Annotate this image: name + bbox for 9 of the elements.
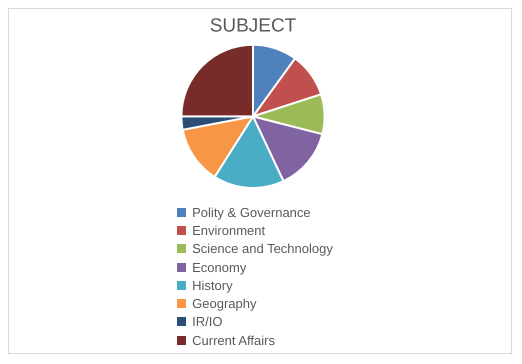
legend-label: Science and Technology [192,241,333,256]
legend-label: Environment [192,222,266,238]
legend-label: Polity & Governance [192,204,311,220]
legend-label: Economy [192,260,246,275]
legend-label: Current Affairs [192,332,275,348]
legend-label: History [192,278,233,293]
legend-label: Geography [192,296,256,312]
legend-label: IR/IO [192,314,222,330]
chart-title: SUBJECT [210,16,297,37]
